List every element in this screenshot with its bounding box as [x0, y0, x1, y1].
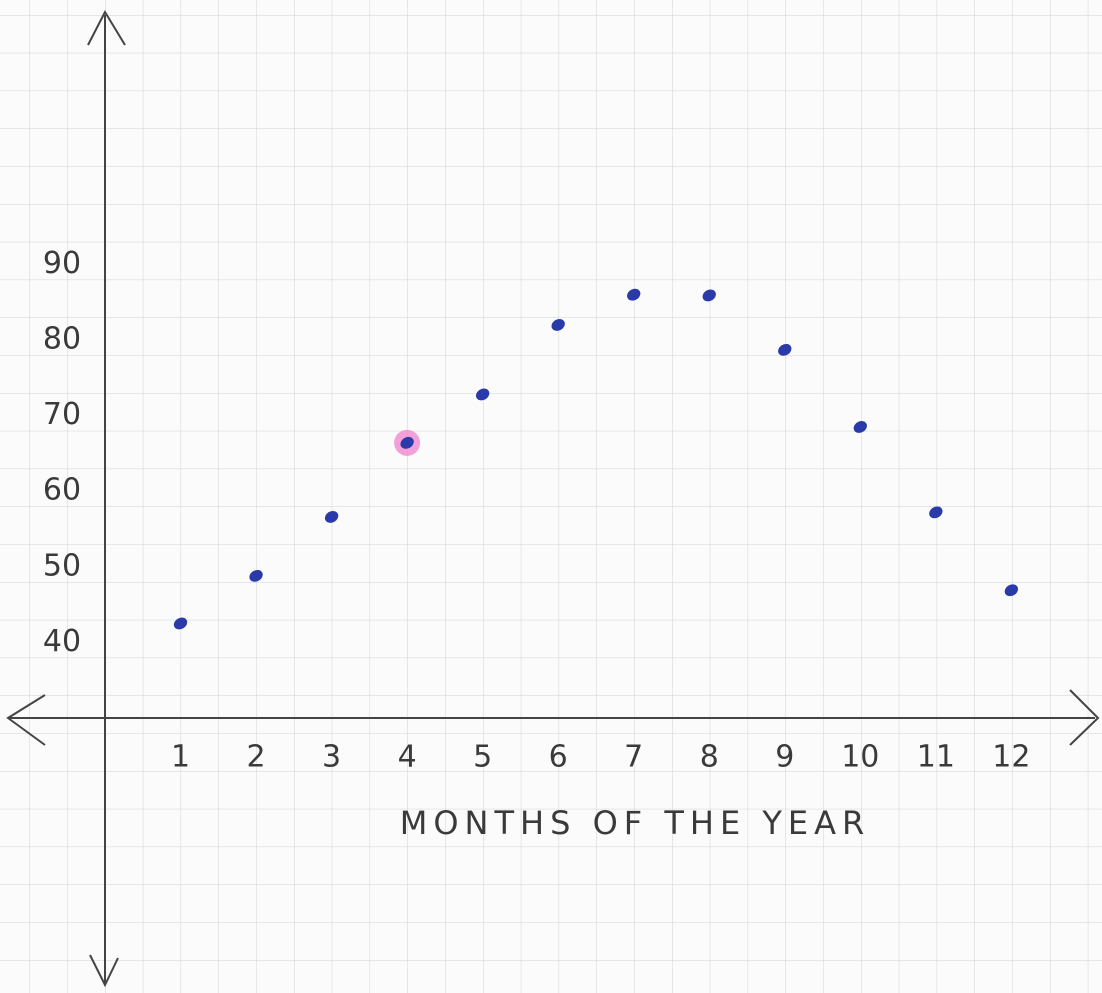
x-axis-label: MONTHS OF THE YEAR [400, 804, 870, 842]
y-tick-label: 80 [43, 322, 81, 357]
x-tick-label: 8 [700, 740, 719, 775]
x-tick-label: 10 [841, 740, 879, 775]
y-tick-label: 90 [43, 246, 81, 281]
x-tick-label: 6 [549, 740, 568, 775]
x-tick-label: 11 [917, 740, 955, 775]
graph-paper [0, 0, 1102, 993]
y-tick-label: 40 [43, 624, 81, 659]
x-tick-label: 7 [624, 740, 643, 775]
x-tick-label: 12 [992, 740, 1030, 775]
x-tick-label: 2 [247, 740, 266, 775]
x-tick-label: 5 [473, 740, 492, 775]
y-tick-label: 50 [43, 548, 81, 583]
y-tick-label: 60 [43, 473, 81, 508]
x-tick-label: 1 [171, 740, 190, 775]
x-tick-label: 4 [398, 740, 417, 775]
chart: MONTHS OF THE YEAR 405060708090123456789… [0, 0, 1102, 993]
y-tick-label: 70 [43, 397, 81, 432]
x-tick-label: 3 [322, 740, 341, 775]
x-tick-label: 9 [775, 740, 794, 775]
